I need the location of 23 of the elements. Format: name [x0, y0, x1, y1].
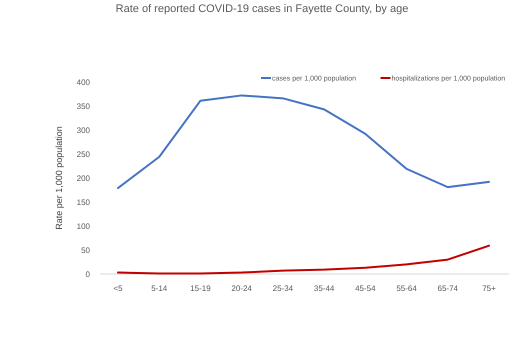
x-tick-label: 55-64 [396, 284, 418, 293]
y-tick-label: 350 [76, 102, 91, 111]
x-tick-label: 45-54 [355, 284, 376, 293]
x-tick-label: 20-24 [231, 284, 252, 293]
x-tick-label: 75+ [482, 284, 496, 293]
y-tick-label: 0 [86, 270, 91, 279]
y-tick-label: 150 [76, 198, 91, 207]
y-tick-label: 50 [81, 246, 91, 255]
y-axis-title: Rate per 1,000 population [54, 126, 64, 230]
chart-title: Rate of reported COVID-19 cases in Fayette County, by age [116, 3, 408, 15]
line-series [117, 244, 490, 275]
y-tick-label: 400 [76, 78, 91, 87]
y-tick-label: 300 [76, 126, 91, 135]
y-tick-label: 200 [76, 174, 91, 183]
y-tick-label: 250 [76, 150, 91, 159]
x-tick-label: 25-34 [272, 284, 294, 293]
y-tick-label: 100 [76, 222, 91, 231]
x-tick-label: 5-14 [151, 284, 168, 293]
x-tick-label: 65-74 [438, 284, 459, 293]
line-series [117, 94, 490, 190]
x-tick-label: 15-19 [190, 284, 212, 293]
x-tick-label: <5 [113, 284, 124, 293]
x-tick-label: 35-44 [314, 284, 335, 293]
